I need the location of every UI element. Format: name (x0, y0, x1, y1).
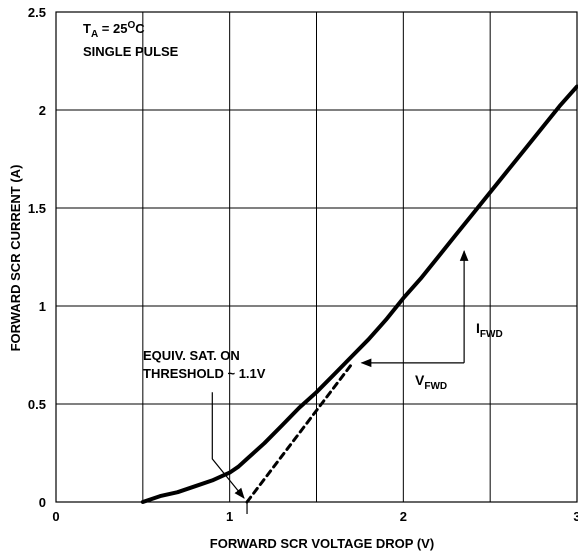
x-tick-label: 2 (400, 509, 407, 524)
x-tick-label: 0 (52, 509, 59, 524)
threshold-label-line-1: EQUIV. SAT. ON (143, 348, 240, 363)
condition-line-2: SINGLE PULSE (83, 44, 179, 59)
y-tick-label: 0.5 (28, 397, 46, 412)
ifwd-label: IFWD (476, 320, 503, 340)
x-tick-label: 1 (226, 509, 233, 524)
y-tick-label: 2.5 (28, 5, 46, 20)
x-tick-label: 3 (573, 509, 578, 524)
tick-labels: 0 1 2 3 0 0.5 1 1.5 2 2.5 (28, 5, 578, 524)
y-tick-label: 1.5 (28, 201, 46, 216)
threshold-label-line-2: THRESHOLD ~ 1.1V (143, 366, 266, 381)
chart-grid (55, 11, 578, 503)
threshold-tangent-line (245, 363, 353, 504)
y-tick-label: 0 (39, 495, 46, 510)
y-axis-title: FORWARD SCR CURRENT (A) (8, 165, 23, 352)
x-axis-title: FORWARD SCR VOLTAGE DROP (V) (210, 536, 434, 551)
vfwd-label: VFWD (415, 372, 447, 392)
threshold-pointer-arrow (211, 392, 245, 499)
condition-line-1: TA = 25OC (83, 20, 145, 40)
chart-annotations: TA = 25OC SINGLE PULSE EQUIV. SAT. ON TH… (83, 20, 503, 514)
y-tick-label: 2 (39, 103, 46, 118)
y-tick-label: 1 (39, 299, 46, 314)
chart-series (140, 84, 578, 504)
forward-characteristic-curve (140, 84, 578, 504)
